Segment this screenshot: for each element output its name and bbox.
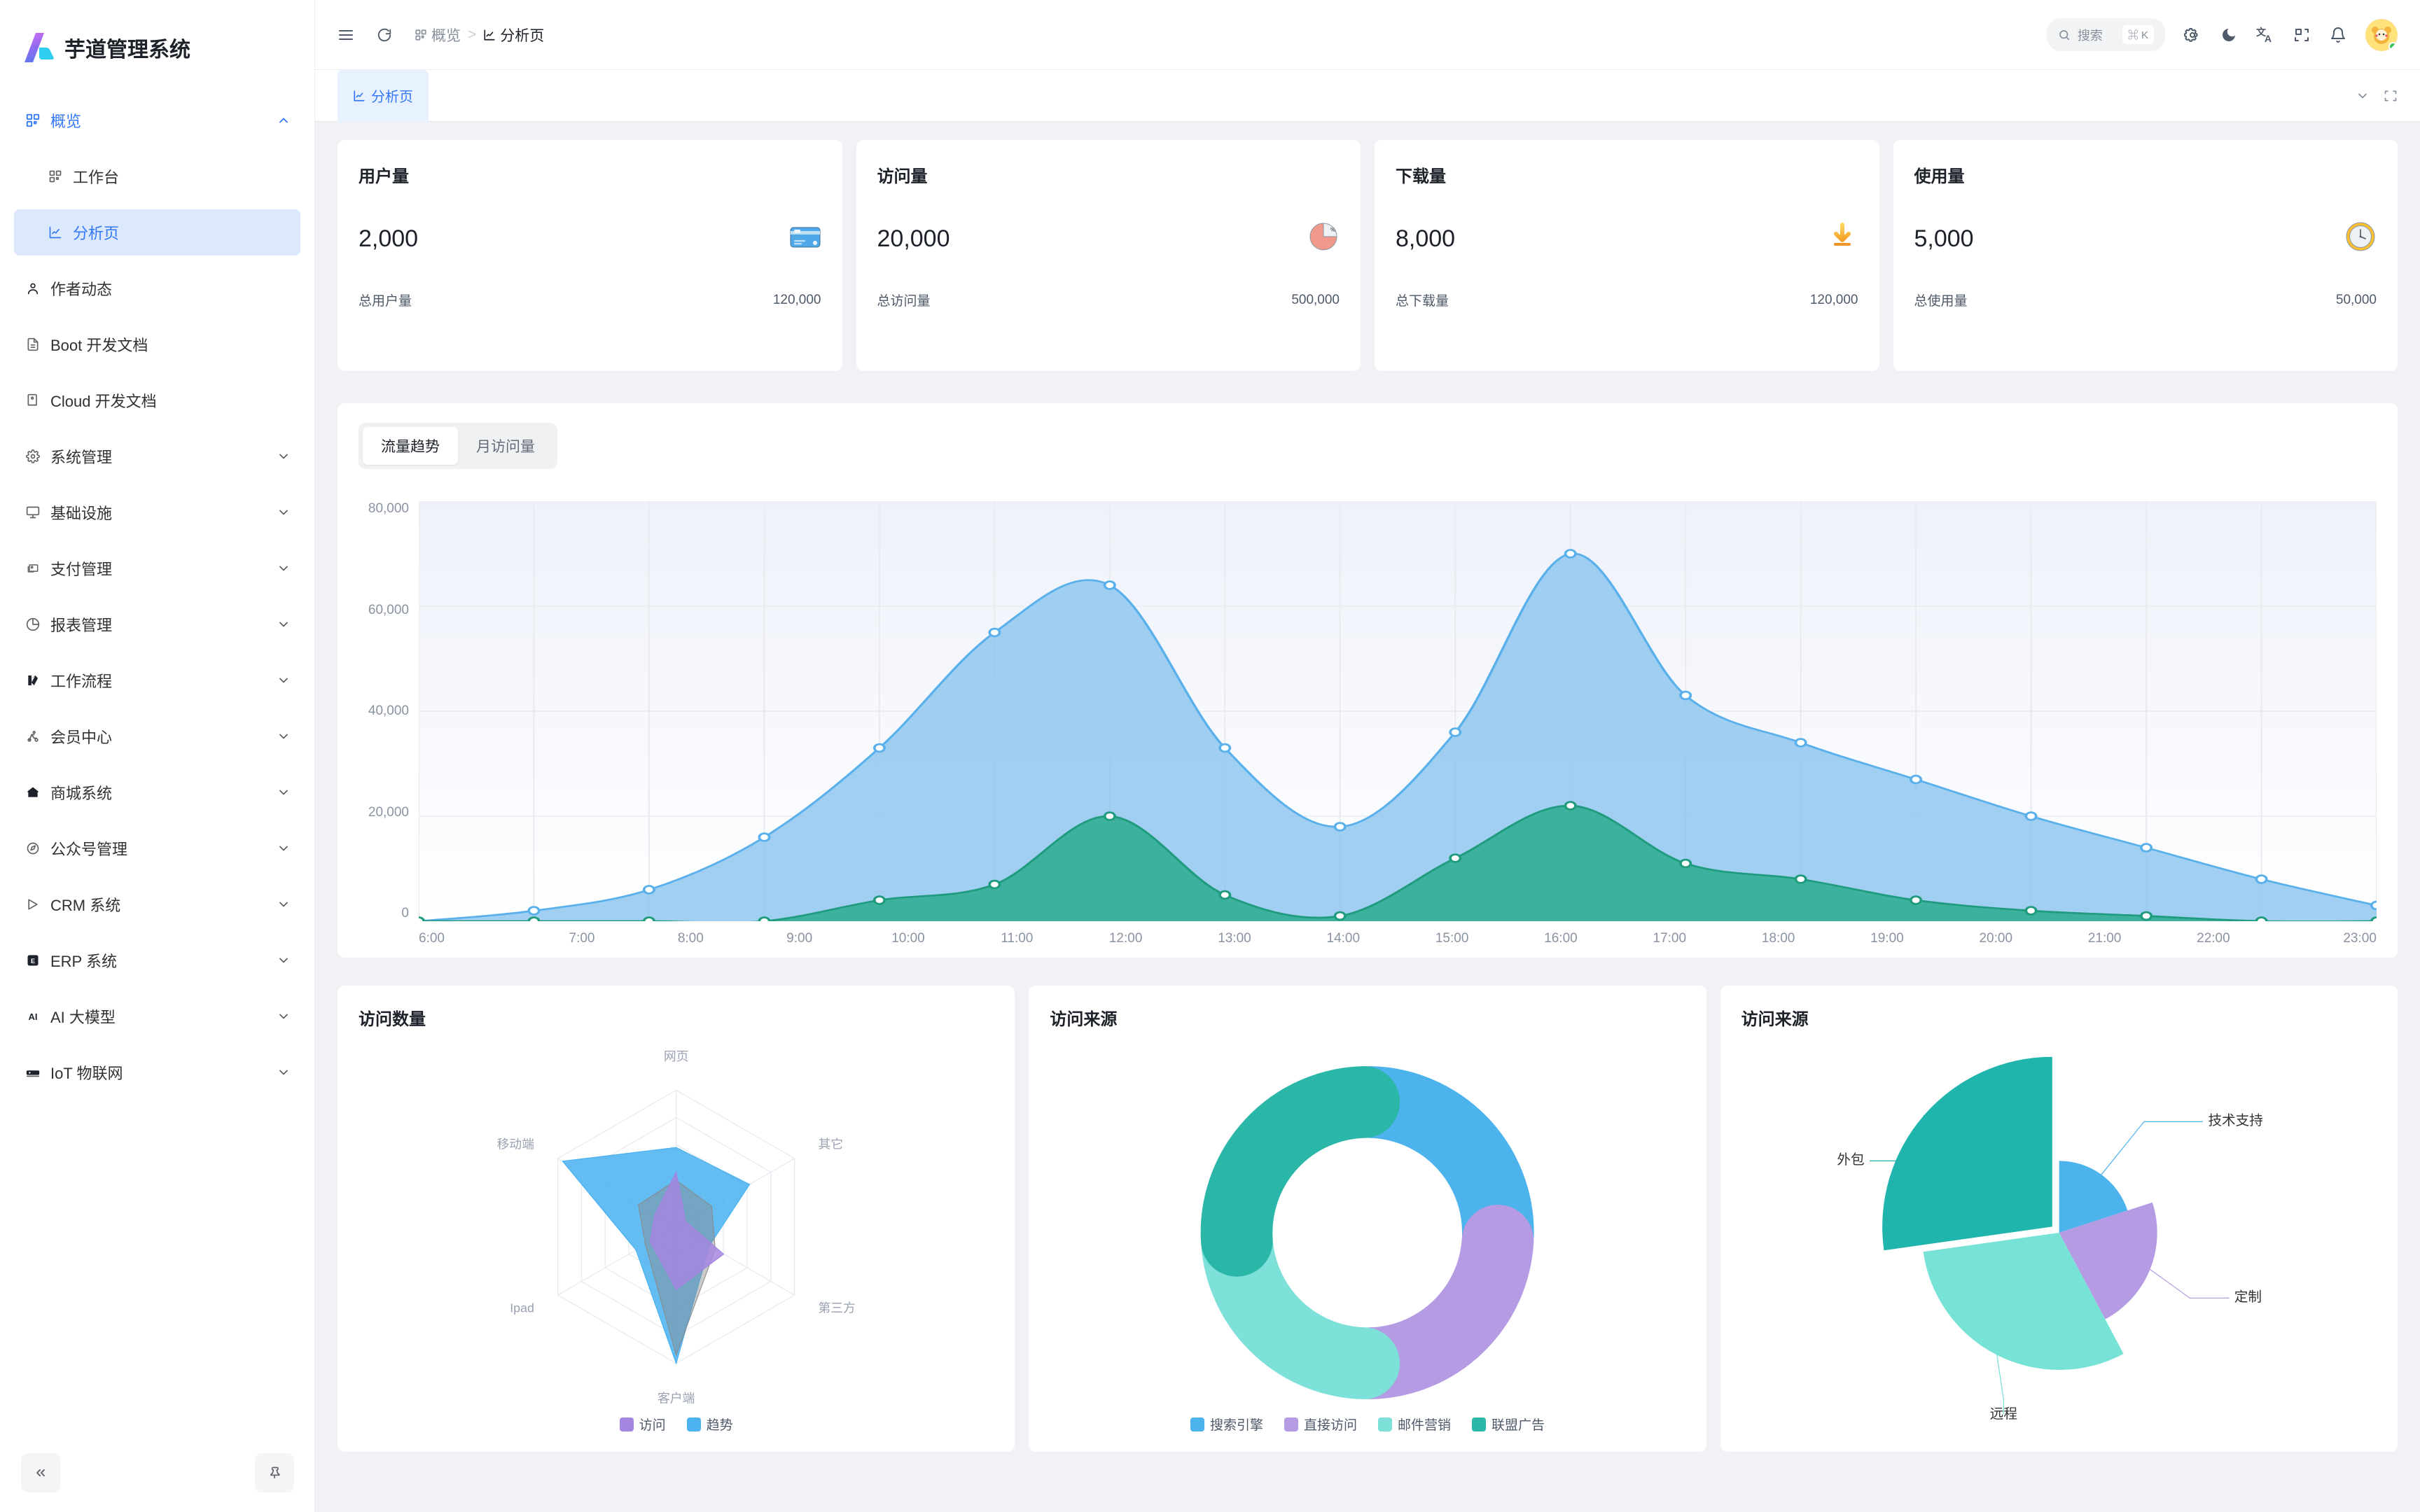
svg-text:其它: 其它 xyxy=(818,1138,843,1152)
svg-text:移动端: 移动端 xyxy=(496,1138,534,1152)
svg-text:技术支持: 技术支持 xyxy=(2208,1113,2262,1128)
svg-text:远程: 远程 xyxy=(1989,1406,2017,1422)
svg-text:A: A xyxy=(2265,32,2272,43)
svg-text:外包: 外包 xyxy=(1837,1152,1864,1168)
svg-text:%: % xyxy=(1330,227,1335,233)
svg-text:第三方: 第三方 xyxy=(818,1301,855,1315)
svg-text:定制: 定制 xyxy=(2234,1289,2261,1305)
svg-text:Ipad: Ipad xyxy=(510,1301,534,1315)
svg-text:客户端: 客户端 xyxy=(658,1392,695,1406)
svg-text:网页: 网页 xyxy=(664,1049,689,1063)
svg-text:E: E xyxy=(31,958,35,965)
